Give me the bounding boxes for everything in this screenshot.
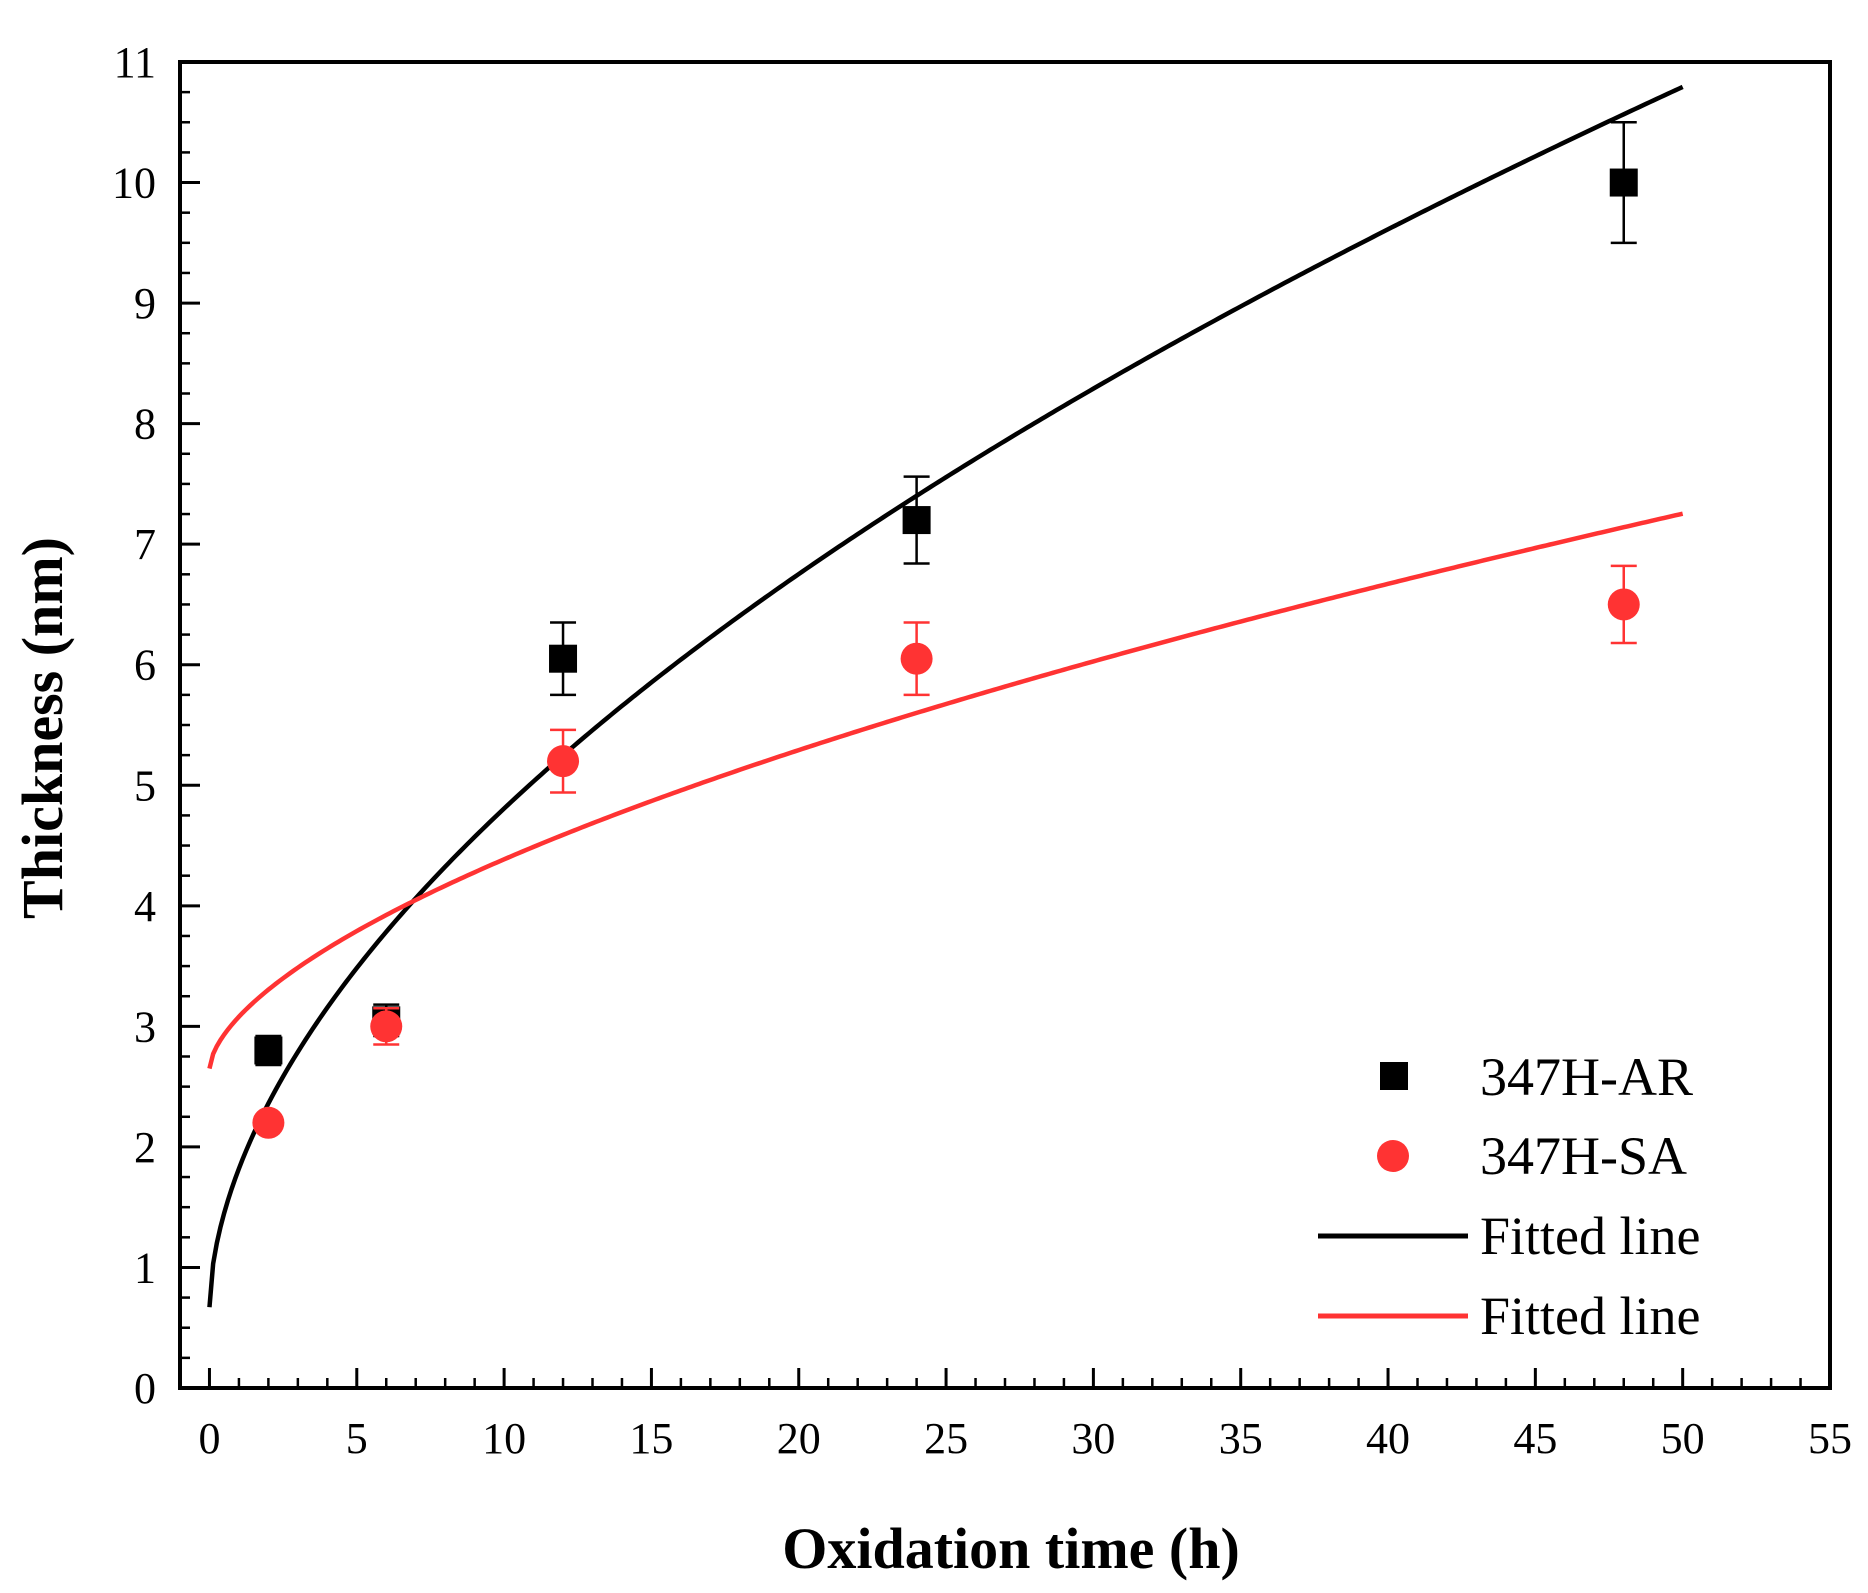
data-point-347h-ar — [254, 1036, 283, 1065]
y-tick-label: 9 — [134, 279, 156, 328]
y-axis-title: Thickness (nm) — [10, 537, 75, 919]
x-tick-label: 55 — [1808, 1414, 1852, 1463]
x-tick-label: 45 — [1513, 1414, 1557, 1463]
y-axis-ticks: 0 1 2 3 4 5 6 7 8 9 10 11 — [112, 38, 200, 1413]
data-point-347h-sa — [1607, 588, 1640, 621]
x-axis-ticks: 0 5 10 15 20 25 30 35 40 45 50 55 — [198, 1368, 1852, 1463]
legend-marker-347h-sa — [1377, 1140, 1409, 1172]
y-tick-label: 5 — [134, 761, 156, 810]
data-point-347h-sa — [547, 745, 580, 778]
plot-area — [178, 60, 1832, 1390]
x-tick-label: 20 — [777, 1414, 821, 1463]
data-point-347h-sa — [900, 642, 933, 675]
legend: 347H-AR 347H-SA Fitted line Fitted line — [1318, 1047, 1700, 1346]
legend-label-fit-sa: Fitted line — [1480, 1286, 1700, 1346]
data-point-347h-ar — [902, 506, 931, 535]
legend-label-347h-ar: 347H-AR — [1480, 1047, 1693, 1107]
axes-frame — [178, 60, 1832, 1390]
fit-line-347h-sa — [207, 511, 1684, 1070]
legend-marker-347h-ar — [1380, 1062, 1408, 1090]
y-tick-label: 11 — [114, 38, 156, 87]
y-tick-label: 2 — [134, 1123, 156, 1172]
x-tick-label: 5 — [346, 1414, 368, 1463]
legend-label-fit-ar: Fitted line — [1480, 1206, 1700, 1266]
x-tick-label: 15 — [629, 1414, 673, 1463]
data-point-347h-ar — [1609, 168, 1638, 197]
x-tick-label: 40 — [1366, 1414, 1410, 1463]
y-tick-label: 1 — [134, 1243, 156, 1292]
y-tick-label: 10 — [112, 159, 156, 208]
data-point-347h-sa — [252, 1106, 285, 1139]
y-tick-label: 0 — [134, 1364, 156, 1413]
y-tick-label: 7 — [134, 520, 156, 569]
y-tick-label: 8 — [134, 400, 156, 449]
data-point-347h-sa — [370, 1010, 403, 1043]
x-axis-title: Oxidation time (h) — [782, 1516, 1240, 1581]
y-tick-label: 3 — [134, 1002, 156, 1051]
x-tick-label: 10 — [482, 1414, 526, 1463]
x-tick-label: 25 — [924, 1414, 968, 1463]
y-tick-label: 4 — [134, 882, 156, 931]
x-tick-label: 30 — [1071, 1414, 1115, 1463]
x-tick-label: 35 — [1219, 1414, 1263, 1463]
data-point-347h-ar — [549, 644, 578, 673]
x-tick-label: 0 — [198, 1414, 220, 1463]
legend-label-347h-sa: 347H-SA — [1480, 1126, 1687, 1186]
y-tick-label: 6 — [134, 641, 156, 690]
x-tick-label: 50 — [1661, 1414, 1705, 1463]
fit-line-347h-ar — [207, 84, 1684, 1308]
